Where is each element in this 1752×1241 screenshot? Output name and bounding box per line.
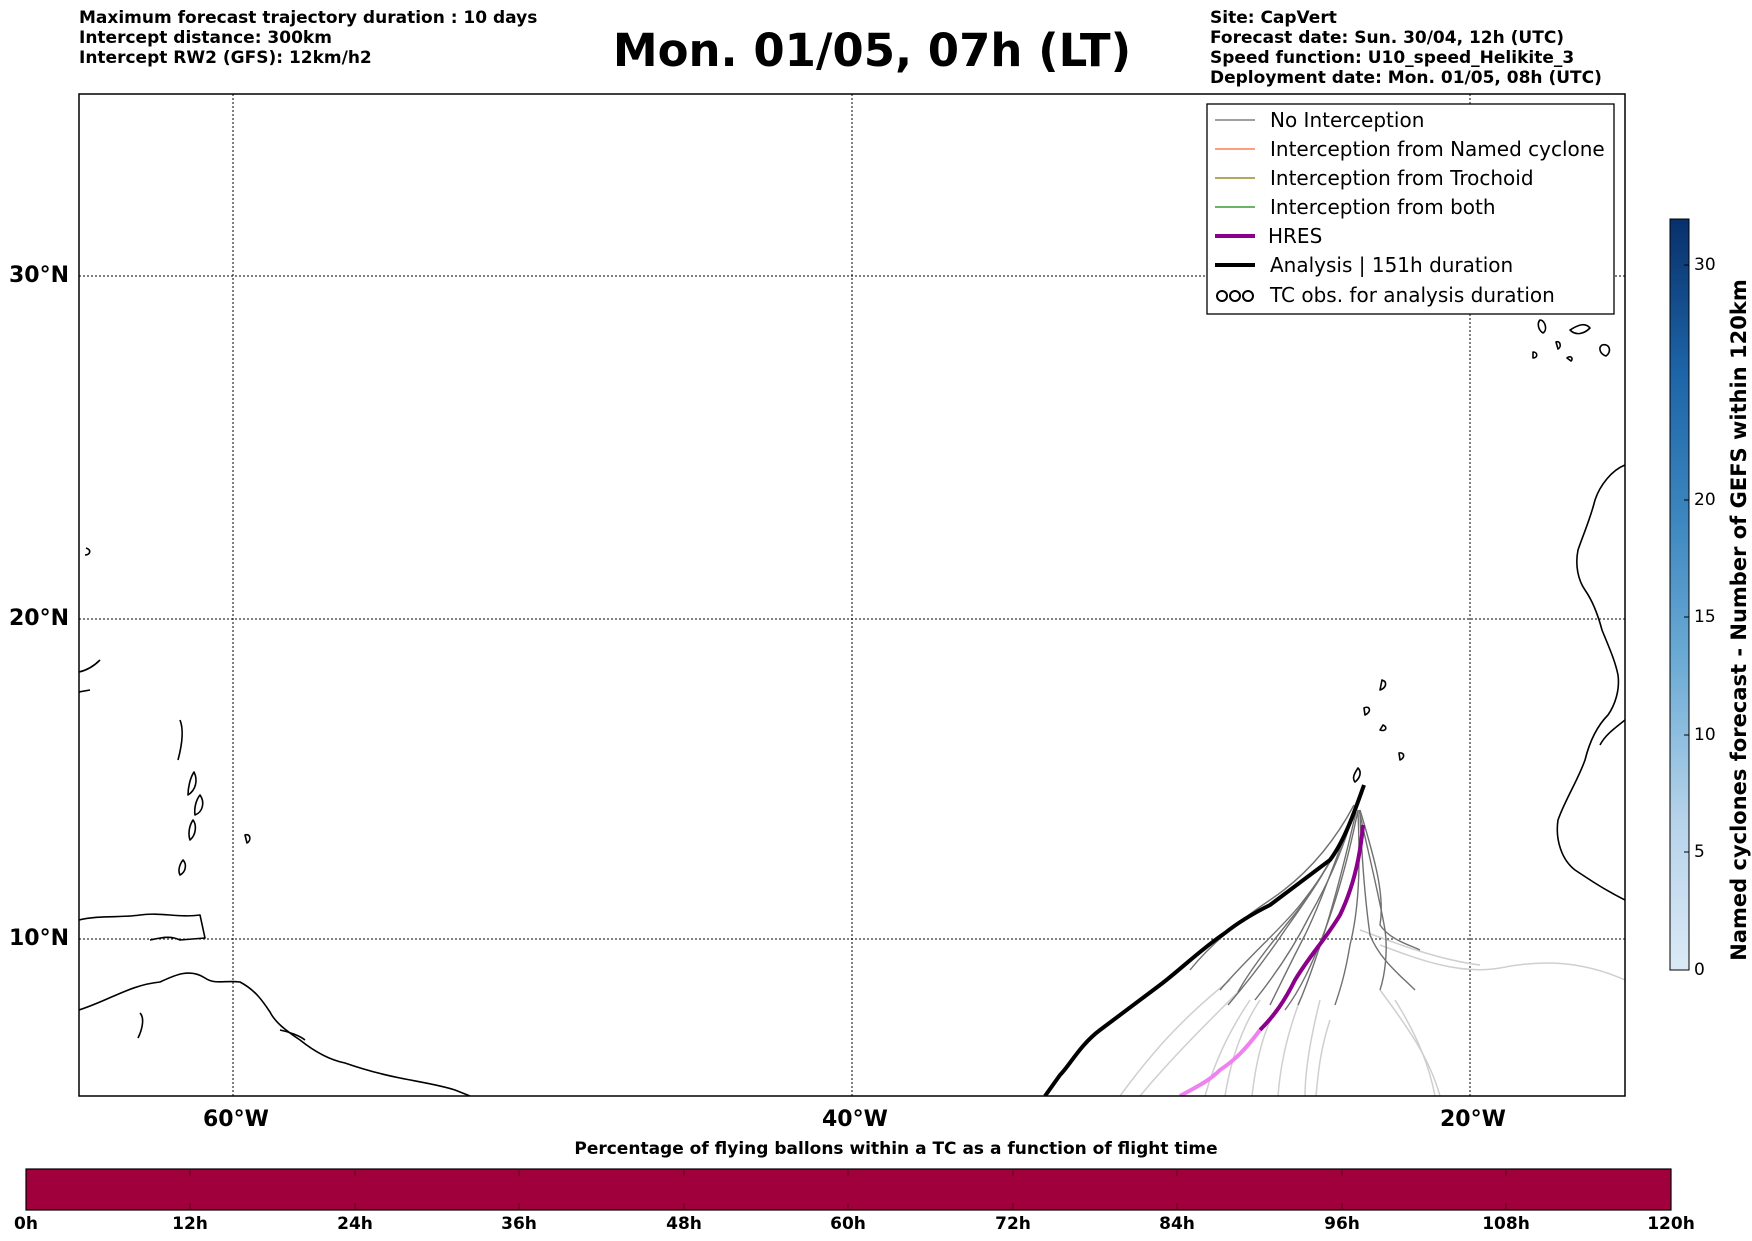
legend-label-both: Interception from both	[1270, 195, 1496, 219]
percent-bar-title: Percentage of flying ballons within a TC…	[574, 1139, 1218, 1159]
percent-bar-tick-96h: 96h	[1324, 1214, 1360, 1234]
ensemble-light-trajectories	[1119, 929, 1625, 1096]
legend: No Interception Interception from Named …	[1206, 103, 1615, 315]
colorbar-tick-0: 0	[1694, 960, 1705, 980]
colorbar-tick-5: 5	[1694, 842, 1705, 862]
legend-label-named-cyclone: Interception from Named cyclone	[1270, 137, 1605, 161]
legend-label-analysis: Analysis | 151h duration	[1270, 253, 1513, 277]
legend-label-trochoid: Interception from Trochoid	[1270, 166, 1534, 190]
lon-label-40w: 40°W	[822, 1107, 888, 1132]
legend-swatch-tc-obs	[1216, 290, 1254, 302]
header-right-line-4: Deployment date: Mon. 01/05, 08h (UTC)	[1210, 68, 1602, 88]
map-title: Mon. 01/05, 07h (LT)	[612, 24, 1132, 77]
legend-label-no-interception: No Interception	[1270, 108, 1424, 132]
hres-trajectory-late	[1179, 1028, 1262, 1096]
legend-label-tc-obs: TC obs. for analysis duration	[1269, 283, 1555, 307]
percent-bar-tick-12h: 12h	[172, 1214, 208, 1234]
percent-bar-tick-48h: 48h	[666, 1214, 702, 1234]
legend-box	[1206, 103, 1615, 315]
percent-bar-tick-36h: 36h	[501, 1214, 537, 1234]
hres-trajectory	[1258, 824, 1365, 1032]
percent-bar-tick-0h: 0h	[14, 1214, 38, 1234]
cyclone-colorbar-ticks	[1684, 264, 1689, 853]
colorbar-tick-10: 10	[1694, 725, 1716, 745]
ensemble-trajectories	[1189, 804, 1421, 1011]
coastline	[79, 319, 1625, 1096]
percent-bar-tick-24h: 24h	[337, 1214, 373, 1234]
percent-bar-tick-60h: 60h	[830, 1214, 866, 1234]
lat-label-10n: 10°N	[9, 926, 70, 951]
header-right-line-3: Speed function: U10_speed_Helikite_3	[1210, 48, 1575, 68]
header-right-line-2: Forecast date: Sun. 30/04, 12h (UTC)	[1210, 28, 1565, 48]
header-left-line-2: Intercept distance: 300km	[79, 28, 332, 48]
colorbar-label: Named cyclones forecast - Number of GEFS…	[1727, 279, 1751, 961]
colorbar-tick-30: 30	[1694, 255, 1716, 275]
cyclone-colorbar	[1669, 218, 1690, 971]
lon-label-60w: 60°W	[203, 1107, 269, 1132]
header-right-line-1: Site: CapVert	[1210, 8, 1337, 28]
header-left-line-3: Intercept RW2 (GFS): 12km/h2	[79, 48, 372, 68]
lat-label-20n: 20°N	[9, 606, 70, 631]
percent-bar-tick-84h: 84h	[1159, 1214, 1195, 1234]
colorbar-tick-15: 15	[1694, 607, 1716, 627]
header-left-line-1: Maximum forecast trajectory duration : 1…	[79, 8, 538, 28]
percent-bar-tick-120h: 120h	[1647, 1214, 1695, 1234]
lat-label-30n: 30°N	[9, 263, 70, 288]
legend-label-hres: HRES	[1268, 224, 1322, 248]
analysis-trajectory	[1043, 784, 1366, 1096]
map-frame	[78, 93, 1626, 1097]
percent-bar-ticks	[189, 1169, 1507, 1210]
colorbar-tick-20: 20	[1694, 490, 1716, 510]
percent-bar-tick-72h: 72h	[995, 1214, 1031, 1234]
percent-bar-tick-108h: 108h	[1482, 1214, 1530, 1234]
lon-label-20w: 20°W	[1440, 1107, 1506, 1132]
